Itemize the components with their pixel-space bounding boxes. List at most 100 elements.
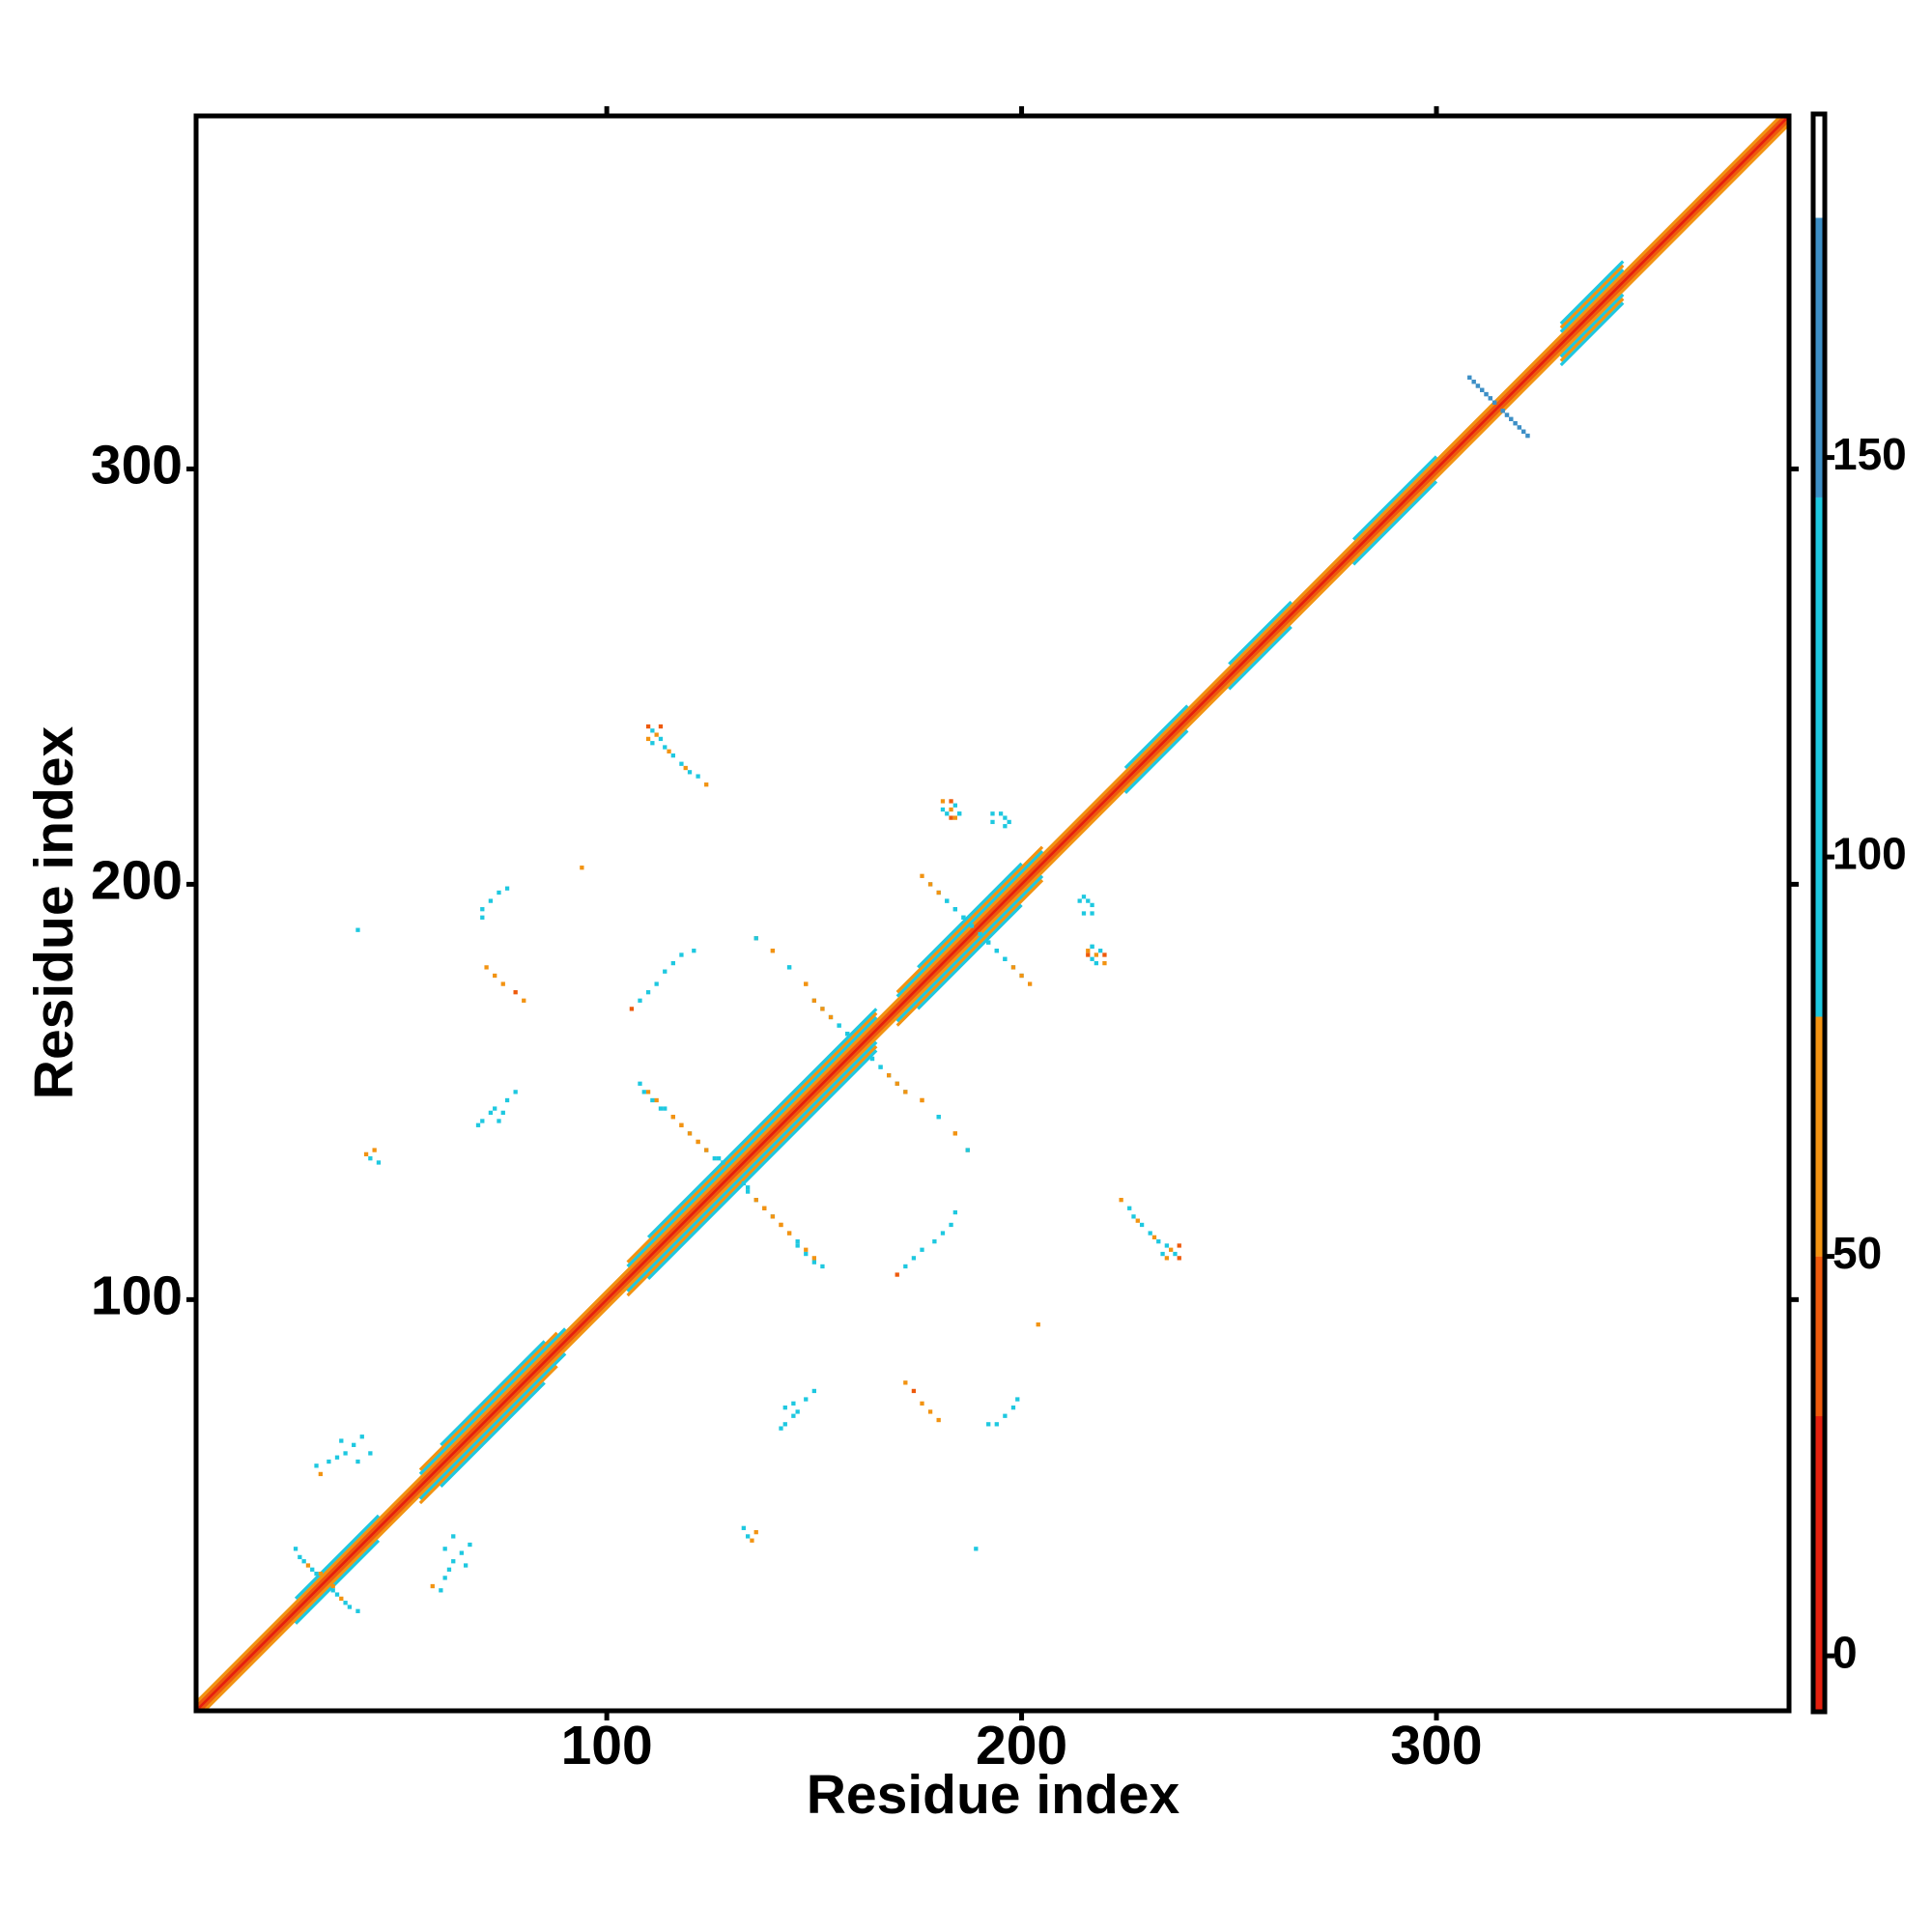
contact-cell (974, 1547, 979, 1551)
contact-cell (940, 799, 946, 804)
contact-cell (837, 1023, 841, 1028)
contact-cell (1119, 1198, 1123, 1203)
contact-cell (920, 1097, 924, 1103)
colorbar-band (1813, 1256, 1825, 1417)
contact-cell (1003, 956, 1008, 961)
contact-cell (1160, 1251, 1165, 1257)
colorbar-tick-label: 100 (1833, 828, 1907, 878)
contact-cell (1500, 409, 1505, 413)
diagonal-band (626, 1015, 878, 1268)
contact-cell (940, 1231, 946, 1236)
contact-cell (468, 1542, 472, 1548)
diagonal-band (194, 114, 1782, 1704)
colorbar-band (1813, 114, 1825, 218)
contact-cell (811, 1256, 816, 1261)
contact-cell (770, 949, 776, 953)
contact-cell (318, 1571, 323, 1577)
colorbar-tick-label: 150 (1833, 429, 1907, 479)
contact-cell (949, 1222, 953, 1228)
diagonal-band (646, 1008, 878, 1238)
contact-cell (940, 807, 946, 812)
contact-cell (1131, 1214, 1136, 1219)
contact-cell (952, 1209, 957, 1215)
contact-cell (1164, 1256, 1170, 1261)
contact-cell (1475, 384, 1481, 388)
contact-cell (1156, 1239, 1161, 1244)
diagonal-band (1559, 260, 1625, 326)
diagonal-band (895, 849, 1044, 998)
y-axis-title: Residue index (23, 725, 85, 1099)
contact-cell (753, 936, 758, 941)
contact-cell (869, 1056, 875, 1062)
x-tick-label: 300 (1390, 1715, 1482, 1776)
contact-cell (451, 1534, 456, 1539)
colorbar-tick-label: 0 (1833, 1627, 1858, 1677)
contact-cell (654, 981, 659, 986)
contact-cell (1036, 1322, 1040, 1327)
contact-cell (679, 1122, 684, 1127)
contact-cell (704, 782, 709, 787)
contact-cell (493, 1106, 497, 1111)
contact-cell (1513, 421, 1518, 426)
contact-cell (497, 890, 501, 895)
contact-cell (952, 815, 957, 820)
contact-cell (334, 1455, 340, 1460)
contact-cell (650, 741, 655, 746)
contact-cell (493, 973, 497, 979)
contact-cell (716, 1156, 722, 1161)
contact-cell (762, 1206, 767, 1210)
contact-cell (878, 1065, 883, 1069)
diagonal-band (1123, 729, 1189, 794)
contact-cell (886, 1073, 892, 1078)
contact-cell (779, 1426, 783, 1431)
diagonal-band (440, 1340, 546, 1446)
contact-cell (638, 998, 642, 1003)
contact-cell (1492, 400, 1497, 405)
contact-cell (497, 1119, 501, 1123)
contact-cell (1003, 1413, 1008, 1418)
contact-cell (779, 1222, 783, 1228)
contact-cell (504, 1097, 510, 1103)
contact-cell (658, 1106, 664, 1111)
contact-cell (343, 1601, 348, 1605)
contact-cell (1488, 396, 1492, 401)
contact-cell (372, 1148, 377, 1152)
contact-cell (692, 949, 696, 953)
contact-cell (1090, 944, 1094, 950)
contact-cell (658, 724, 664, 729)
contact-cell (641, 1090, 646, 1094)
contact-cell (670, 753, 675, 758)
contact-cell (522, 998, 526, 1003)
diagonal-band (199, 119, 1791, 1713)
contact-cell (645, 736, 651, 742)
contact-cell (965, 1148, 970, 1152)
contact-cell (1003, 824, 1008, 829)
contact-cell (513, 990, 518, 995)
contact-cell (791, 1401, 796, 1406)
diagonal-band (646, 1049, 878, 1280)
diagonal-band (1559, 293, 1625, 358)
contact-cell (994, 1422, 999, 1427)
contact-cell (513, 1090, 518, 1094)
contact-cell (480, 1119, 485, 1123)
contact-cell (952, 803, 957, 808)
contact-cell (339, 1438, 344, 1443)
contact-cell (488, 1110, 494, 1116)
contact-cell (1010, 1405, 1016, 1410)
contact-cell (500, 1110, 505, 1116)
plot-frame (193, 113, 1792, 1714)
diagonal-band (895, 845, 1044, 994)
contact-cell (986, 1422, 991, 1427)
contact-cell (442, 1576, 447, 1580)
contact-cell (1177, 1256, 1181, 1261)
contact-cell (804, 981, 809, 986)
contact-cell (683, 765, 688, 771)
contact-cell (480, 915, 485, 920)
contact-cell (786, 965, 792, 970)
contact-cell (1151, 1235, 1157, 1240)
contact-cell (753, 1198, 758, 1203)
diagonal-band (1228, 600, 1293, 666)
contact-cell (770, 1214, 776, 1219)
contact-cell (343, 1451, 348, 1456)
contact-cell (355, 1459, 360, 1464)
